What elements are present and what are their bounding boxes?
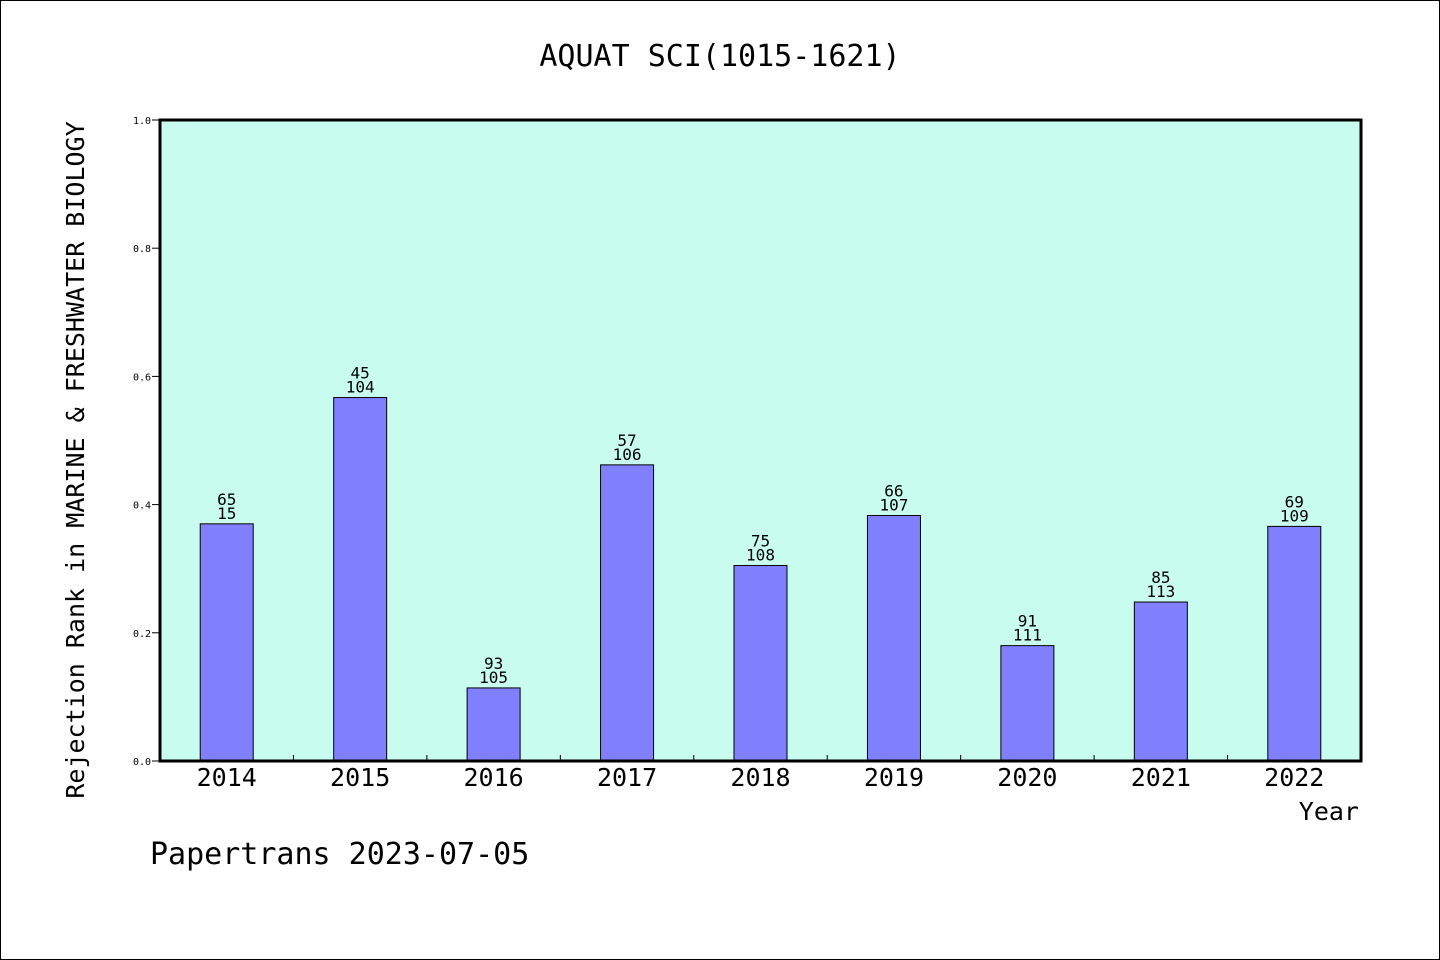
y-tick-label: 0.2 (133, 629, 151, 640)
bar-label-bottom: 104 (346, 378, 375, 397)
x-tick-label: 2021 (1131, 763, 1191, 792)
bar (733, 564, 788, 762)
bar (866, 514, 921, 762)
bar-label-top: 93 (484, 654, 503, 673)
bar (333, 397, 388, 762)
x-tick-label: 2019 (864, 763, 924, 792)
bar-label-top: 66 (884, 481, 903, 500)
bar (466, 687, 521, 762)
bar-label-top: 85 (1151, 568, 1170, 587)
y-tick-label: 0.8 (133, 244, 151, 255)
bar-label-bottom: 113 (1146, 582, 1175, 601)
x-axis-label: Year (1299, 797, 1359, 826)
x-tick-label: 2022 (1264, 763, 1324, 792)
plot-border (158, 118, 1363, 763)
bar-label-bottom: 109 (1280, 506, 1309, 525)
bar-label-bottom: 107 (879, 495, 908, 514)
bar (1133, 601, 1188, 762)
x-tick-label: 2014 (197, 763, 257, 792)
y-tick-label: 0.6 (133, 372, 151, 383)
x-tick-label: 2018 (730, 763, 790, 792)
bar-label-bottom: 106 (613, 445, 642, 464)
bar-label-top: 69 (1285, 492, 1304, 511)
chart-title: AQUAT SCI(1015-1621) (539, 39, 900, 74)
x-axis: 2014 2015 2016 2017 2018 2019 2020 2021 2022 (197, 755, 1324, 792)
y-tick-label: 0.0 (133, 757, 151, 768)
y-tick-label: 1.0 (133, 116, 151, 127)
bar-label-bottom: 15 (217, 504, 236, 523)
y-axis-label: Rejection Rank in MARINE & FRESHWATER BI… (61, 121, 90, 798)
bar-label-top: 57 (617, 431, 636, 450)
x-tick-label: 2017 (597, 763, 657, 792)
bar-label-bottom: 108 (746, 545, 775, 564)
bar (199, 523, 254, 762)
bar-label-bottom: 111 (1013, 626, 1042, 645)
bar (1000, 645, 1055, 762)
bar-label-top: 75 (751, 531, 770, 550)
watermark: Papertrans 2023-07-05 (150, 837, 529, 872)
y-tick-label: 0.4 (133, 501, 151, 512)
bar (1267, 525, 1322, 762)
bar-label-top: 65 (217, 490, 236, 509)
bar (600, 464, 655, 762)
x-tick-label: 2020 (997, 763, 1057, 792)
y-axis: 0.0 0.2 0.4 0.6 0.8 1.0 (133, 116, 160, 768)
bar-label-bottom: 105 (479, 668, 508, 687)
bar-label-top: 45 (351, 364, 370, 383)
x-tick-label: 2015 (330, 763, 390, 792)
x-tick-label: 2016 (464, 763, 524, 792)
bar-label-top: 91 (1018, 612, 1037, 631)
